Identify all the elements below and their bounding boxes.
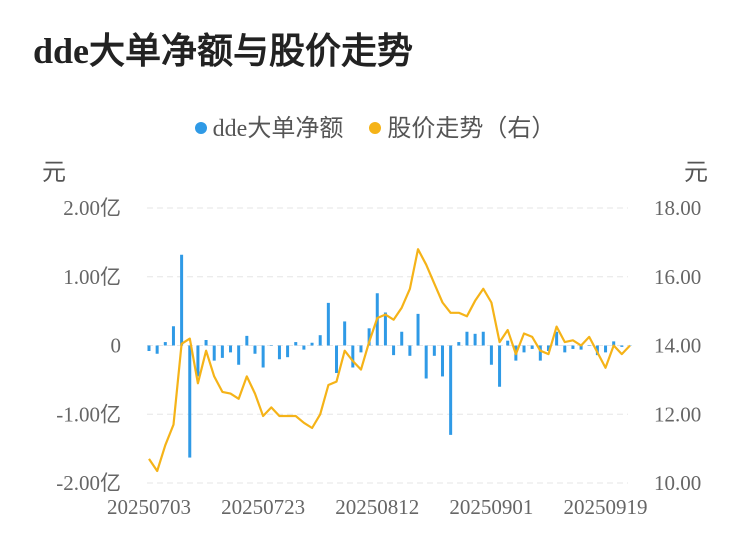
dde-bar — [416, 313, 420, 346]
y-left-tick-label: 1.00亿 — [63, 265, 121, 289]
dde-bar — [604, 345, 608, 353]
legend-dot-dde — [194, 122, 207, 135]
dde-bar — [343, 321, 347, 346]
y-right-tick-label: 10.00 — [654, 471, 701, 495]
dde-bar — [367, 328, 371, 346]
dde-bar — [530, 345, 534, 349]
dde-bar — [269, 345, 273, 346]
y-right-tick-label: 16.00 — [654, 265, 701, 289]
dde-bar — [392, 345, 396, 356]
dde-bar — [587, 345, 591, 346]
y-right-tick-label: 18.00 — [654, 196, 701, 220]
dde-bar — [155, 345, 159, 354]
dde-bar — [171, 326, 175, 346]
dde-bar — [400, 331, 404, 346]
dde-bar — [359, 345, 363, 353]
dde-bar — [522, 345, 526, 353]
dde-bar — [506, 340, 510, 346]
dde-bar — [546, 345, 550, 351]
dde-bar — [326, 302, 330, 346]
right-axis-unit: 元 — [684, 160, 708, 186]
dde-bar — [294, 342, 298, 346]
y-left-tick-label: -2.00亿 — [56, 471, 121, 495]
legend-label-dde: dde大单净额 — [212, 116, 344, 142]
legend-label-price: 股价走势（右） — [387, 116, 556, 142]
x-tick-label: 20250812 — [335, 495, 419, 519]
dde-bar — [424, 345, 428, 379]
chart-title: dde大单净额与股价走势 — [33, 31, 414, 71]
dde-bar — [351, 345, 355, 368]
dde-bar — [188, 345, 192, 458]
legend-item-dde[interactable]: dde大单净额 — [194, 108, 344, 143]
dde-bar — [253, 345, 257, 354]
dde-bar — [245, 335, 249, 346]
y-left-tick-label: 0 — [111, 334, 122, 358]
dde-bar — [310, 342, 314, 346]
dde-bar — [220, 345, 224, 358]
dde-bar — [383, 312, 387, 346]
dde-bar — [302, 345, 306, 350]
dde-bar — [449, 345, 453, 435]
dde-bar — [440, 345, 444, 377]
dde-bar — [408, 345, 412, 356]
dde-bar — [481, 331, 485, 346]
dde-bar — [555, 331, 559, 346]
legend-dot-price — [369, 122, 382, 135]
y-left-tick-label: -1.00亿 — [56, 402, 121, 426]
dde-bar — [277, 345, 281, 360]
dde-bar — [498, 345, 502, 387]
dde-bar — [204, 340, 208, 346]
x-tick-label: 20250723 — [221, 495, 305, 519]
dde-bar — [538, 345, 542, 361]
dde-bar — [335, 345, 339, 373]
dde-bar — [229, 345, 233, 353]
dde-bar — [563, 345, 567, 353]
dde-bar — [318, 335, 322, 346]
dde-bar — [465, 331, 469, 346]
dde-bar — [261, 345, 265, 368]
dde-bar — [163, 342, 167, 346]
dde-bar — [579, 345, 583, 350]
dde-bar — [286, 345, 290, 358]
dde-bar — [147, 345, 151, 351]
x-tick-label: 20250919 — [564, 495, 648, 519]
x-tick-label: 20250901 — [449, 495, 533, 519]
legend-item-price[interactable]: 股价走势（右） — [369, 108, 555, 143]
dde-bar — [571, 345, 575, 349]
dde-bar — [196, 345, 200, 377]
dde-bar — [432, 345, 436, 356]
dde-bar — [180, 254, 184, 346]
dde-bar — [237, 345, 241, 365]
y-right-tick-label: 12.00 — [654, 402, 701, 426]
dde-bar — [489, 345, 493, 365]
price-line — [148, 248, 631, 473]
dde-bar — [457, 342, 461, 346]
x-tick-label: 20250703 — [107, 495, 191, 519]
legend: dde大单净额 股价走势（右） — [0, 108, 750, 143]
dde-bar — [212, 345, 216, 361]
dde-bar — [612, 341, 616, 346]
dde-bar — [620, 345, 624, 347]
left-axis-unit: 元 — [42, 160, 66, 186]
y-right-tick-label: 14.00 — [654, 334, 701, 358]
y-left-tick-label: 2.00亿 — [63, 196, 121, 220]
dde-bar — [473, 333, 477, 346]
